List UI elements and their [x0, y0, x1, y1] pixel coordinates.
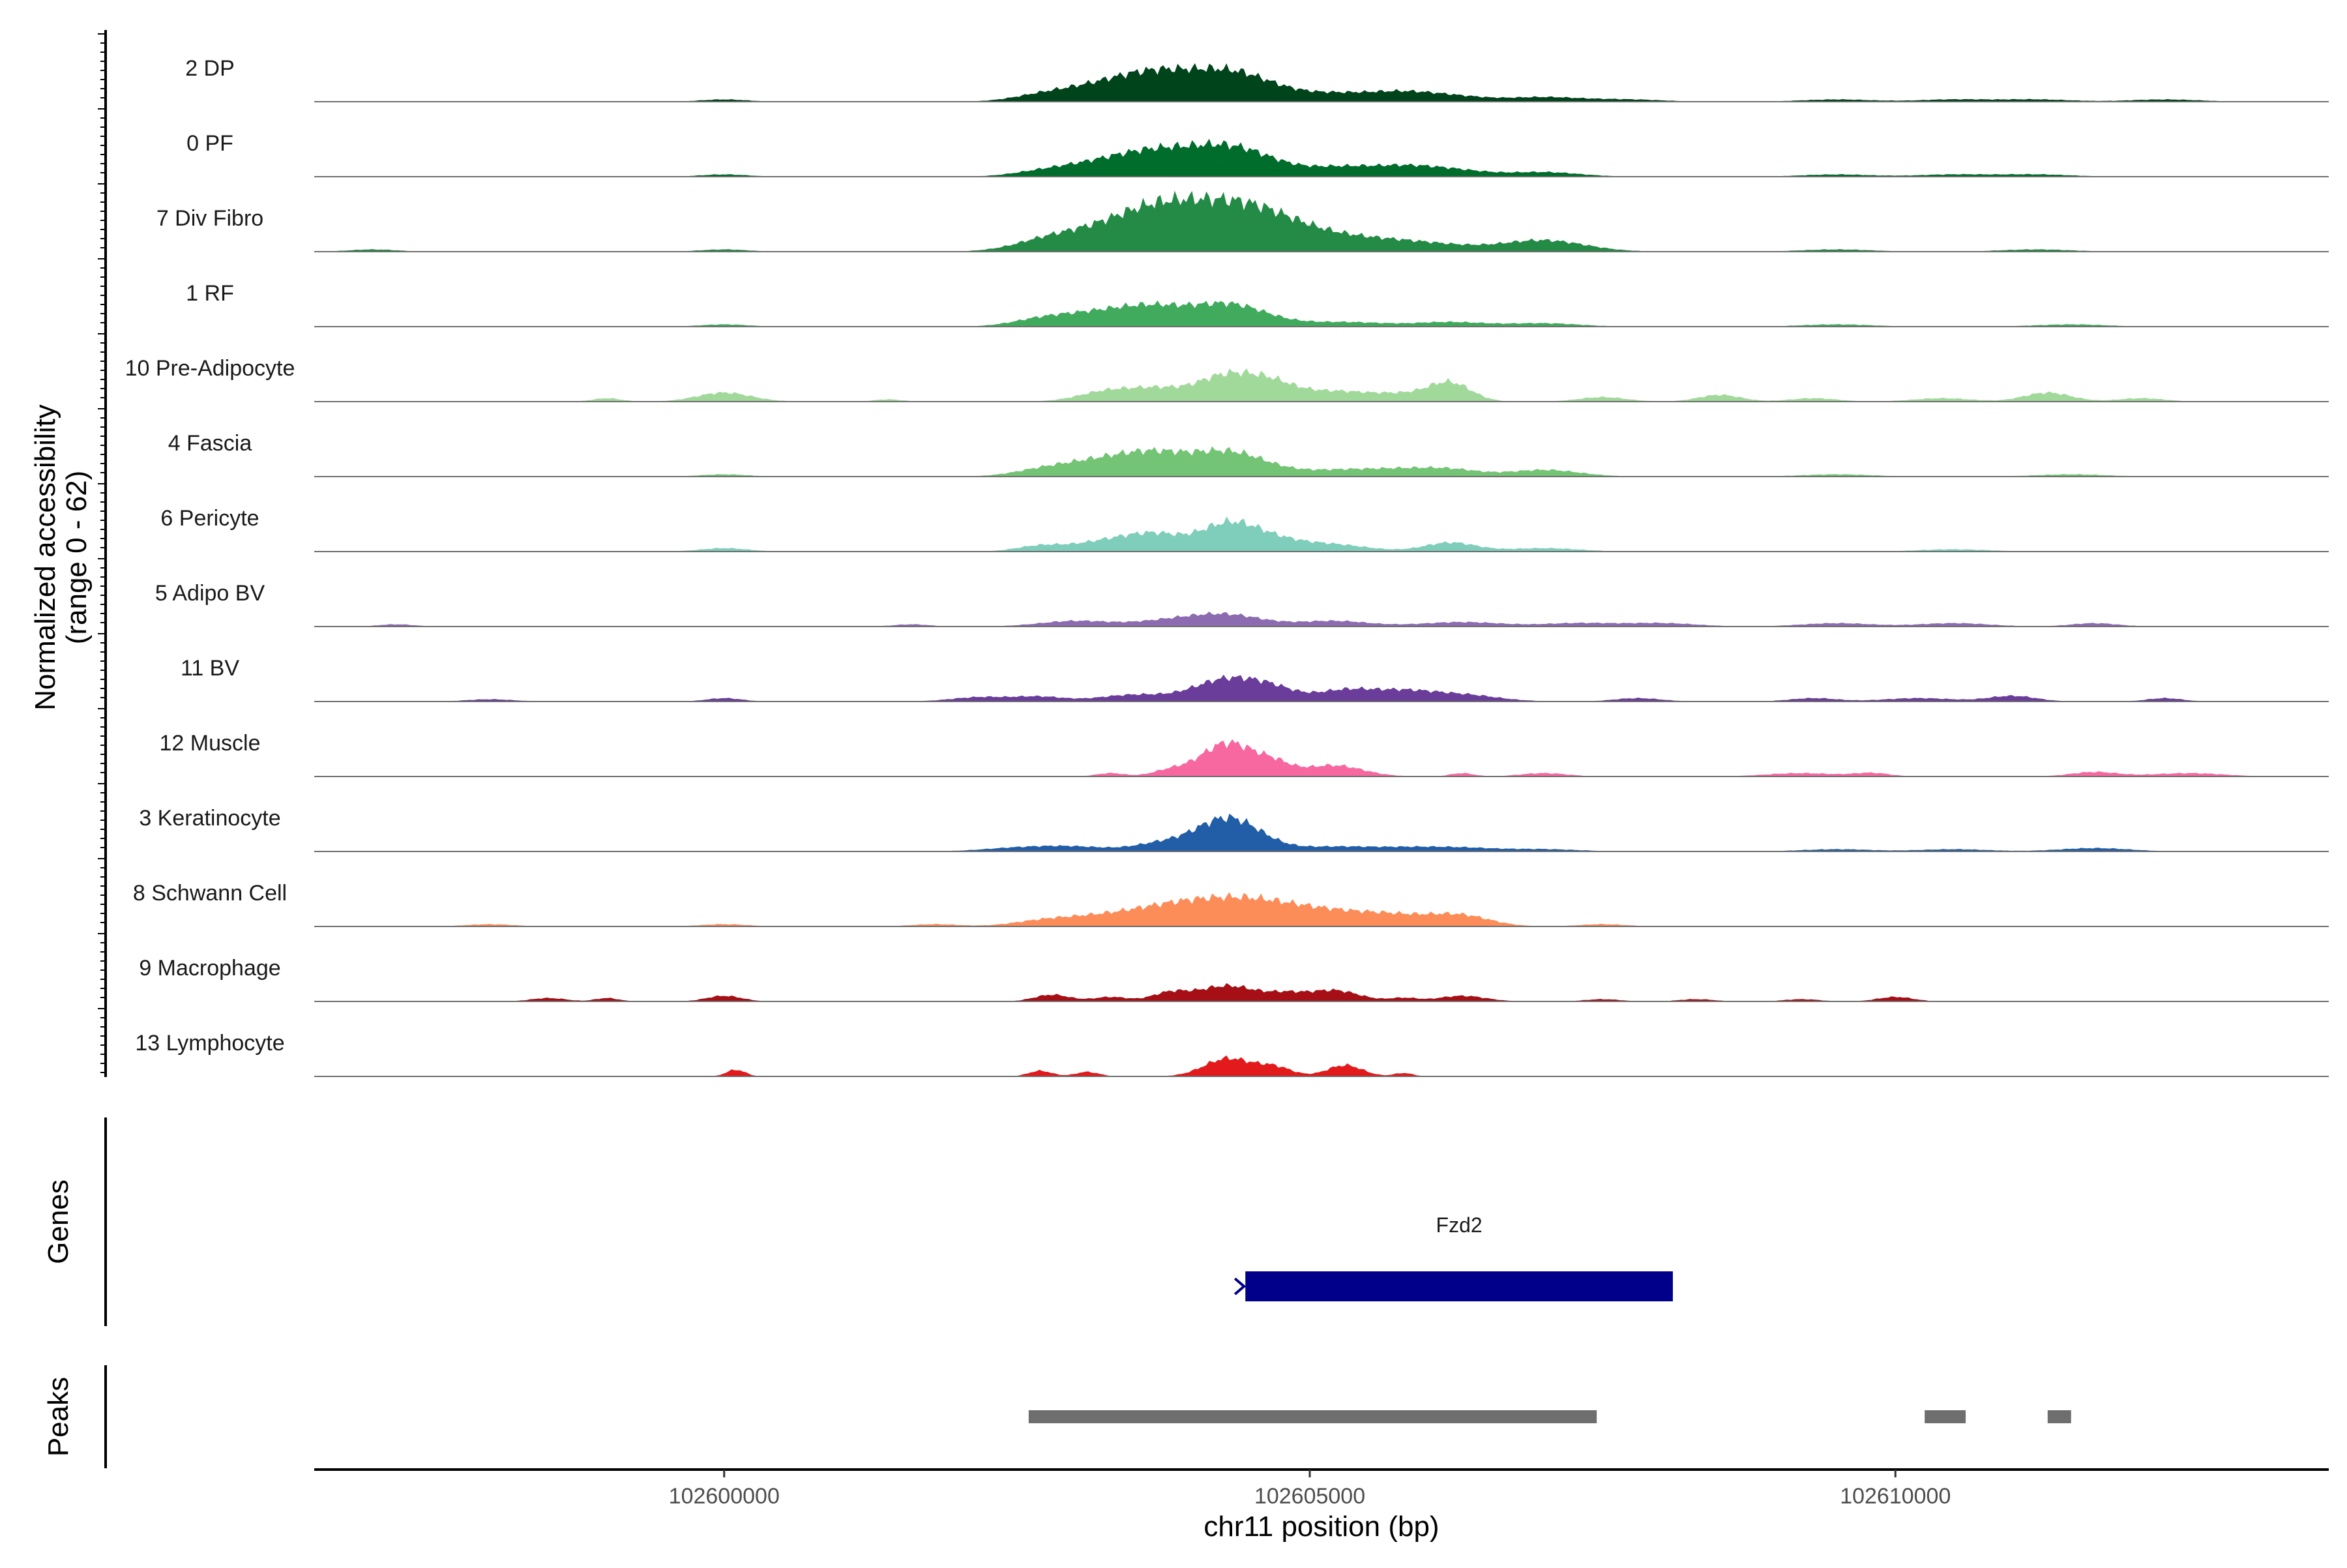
track-label: 11 BV — [181, 656, 239, 681]
track-label: 8 Schwann Cell — [133, 881, 287, 906]
coverage-track: 8 Schwann Cell — [133, 881, 2329, 927]
y-axis-title-line2: (range 0 - 62) — [61, 471, 93, 645]
track-label: 3 Keratinocyte — [139, 806, 280, 831]
x-axis-ticks: 102600000 102605000 102610000 — [669, 1470, 1951, 1509]
coverage-track: 9 Macrophage — [139, 956, 2329, 1002]
x-tick-label: 102605000 — [1254, 1484, 1365, 1509]
track-label: 9 Macrophage — [139, 956, 280, 981]
coverage-area — [314, 674, 2329, 702]
coverage-track: 12 Muscle — [160, 731, 2329, 777]
track-label: 6 Pericyte — [160, 506, 259, 531]
y-axis-title-line1: Normalized accessibility — [29, 404, 61, 710]
peaks-panel-label: Peaks — [42, 1377, 74, 1457]
coverage-track: 6 Pericyte — [160, 506, 2329, 552]
coverage-area — [314, 516, 2329, 552]
coverage-track: 4 Fascia — [168, 431, 2329, 477]
x-tick-label: 102600000 — [669, 1484, 780, 1509]
coverage-area — [314, 983, 2329, 1001]
coverage-track: 7 Div Fibro — [156, 190, 2329, 252]
coverage-tracks: 2 DP 0 PF 7 Div Fibro 1 RF 10 Pre-Adipocyte 4… — [125, 56, 2329, 1077]
genes-panel-label: Genes — [42, 1179, 74, 1264]
coverage-area — [314, 612, 2329, 627]
coverage-area — [314, 892, 2329, 926]
coverage-area — [314, 138, 2329, 177]
x-tick-label: 102610000 — [1840, 1484, 1951, 1509]
track-label: 10 Pre-Adipocyte — [125, 356, 295, 381]
coverage-area — [314, 813, 2329, 851]
track-label: 1 RF — [186, 281, 234, 306]
track-label: 0 PF — [186, 131, 233, 156]
track-label: 2 DP — [185, 56, 235, 81]
peak-region — [1028, 1410, 1597, 1423]
coverage-area — [314, 446, 2329, 477]
coverage-track: 0 PF — [186, 131, 2329, 177]
coverage-track: 13 Lymphocyte — [135, 1031, 2329, 1077]
track-label: 4 Fascia — [168, 431, 252, 456]
strand-arrow — [1233, 1277, 1247, 1295]
coverage-area — [314, 739, 2329, 777]
track-label: 5 Adipo BV — [155, 581, 265, 606]
coverage-area — [314, 190, 2329, 252]
coverage-track: 5 Adipo BV — [155, 581, 2329, 627]
peak-regions — [1028, 1410, 2071, 1423]
coverage-track: 10 Pre-Adipocyte — [125, 356, 2329, 402]
peak-region — [1925, 1410, 1966, 1423]
coverage-track: 3 Keratinocyte — [139, 806, 2329, 852]
coverage-track: 11 BV — [181, 656, 2329, 702]
coverage-area — [314, 1055, 2329, 1076]
peak-region — [2047, 1410, 2071, 1423]
track-label: 13 Lymphocyte — [135, 1031, 284, 1056]
y-axis-ticks — [98, 33, 106, 1073]
coverage-track: 2 DP — [185, 56, 2329, 102]
coverage-area — [314, 300, 2329, 327]
coverage-area — [314, 63, 2329, 102]
track-label: 12 Muscle — [160, 731, 261, 756]
coverage-area — [314, 368, 2329, 402]
coverage-track: 1 RF — [186, 281, 2329, 327]
track-label: 7 Div Fibro — [156, 206, 263, 231]
gene-annotation: Fzd2 — [1233, 1213, 1673, 1301]
gene-label: Fzd2 — [1436, 1213, 1483, 1237]
gene-body — [1245, 1271, 1673, 1301]
x-axis-title: chr11 position (bp) — [1203, 1511, 1439, 1543]
